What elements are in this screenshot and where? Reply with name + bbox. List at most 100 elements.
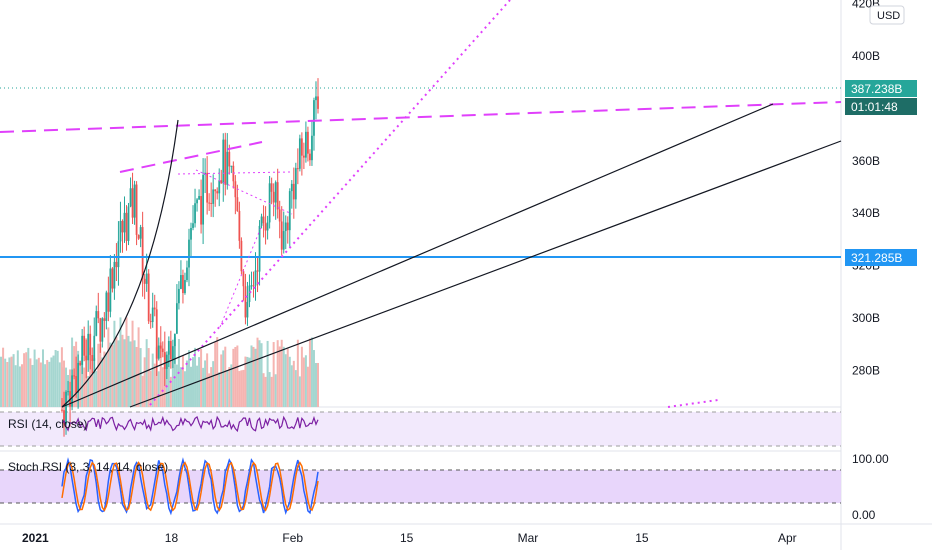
candle-body: [117, 241, 120, 268]
volume-bar: [119, 317, 122, 407]
candle-body: [113, 261, 116, 289]
volume-bar: [0, 356, 2, 407]
volume-bar: [29, 358, 32, 407]
dotted-minor-1: [177, 171, 291, 175]
candle-body: [173, 333, 176, 347]
candle-body: [157, 345, 160, 359]
volume-bar: [153, 363, 156, 407]
candle-body: [81, 335, 84, 365]
volume-bar: [240, 370, 243, 407]
support-price-tag: [845, 249, 917, 266]
volume-bar: [252, 346, 255, 407]
candle-body: [282, 231, 285, 250]
volume-bar: [39, 362, 42, 407]
candle-body: [137, 234, 140, 239]
dotted-minor-3: [219, 224, 263, 328]
candle-body: [159, 345, 162, 349]
volume-bars: [0, 317, 319, 407]
volume-bar: [258, 340, 261, 407]
currency-badge[interactable]: [869, 5, 905, 25]
volume-bar: [159, 342, 162, 407]
volume-bar: [274, 374, 277, 407]
time-tick: 15: [635, 531, 649, 545]
volume-bar: [50, 357, 53, 407]
candle-body: [65, 391, 67, 425]
volume-bar: [175, 364, 178, 407]
volume-bar: [93, 358, 96, 407]
volume-bar: [25, 352, 28, 407]
time-tick: 2021: [22, 531, 49, 545]
volume-bar: [300, 346, 303, 407]
candle-body: [315, 96, 317, 101]
volume-bar: [248, 357, 251, 407]
candle-body: [171, 346, 174, 360]
volume-bar: [129, 341, 132, 407]
candle-body: [286, 222, 289, 231]
volume-bar: [46, 360, 49, 407]
candle-body: [232, 165, 235, 182]
candle-body: [79, 362, 82, 365]
stoch-tick-0: 0.00: [852, 508, 876, 522]
candle-body: [151, 307, 154, 323]
candle-body: [143, 278, 146, 284]
volume-bar: [155, 347, 158, 407]
candle-body: [212, 189, 215, 204]
volume-bar: [65, 367, 68, 407]
volume-bar: [192, 357, 195, 407]
volume-bar: [242, 369, 245, 407]
volume-bar: [238, 371, 241, 407]
volume-bar: [183, 371, 186, 407]
volume-bar: [298, 376, 301, 407]
candle-body: [248, 285, 251, 302]
candle-body: [302, 155, 305, 158]
volume-bar: [14, 365, 17, 407]
trend-line-lower: [129, 140, 842, 408]
candle-body: [101, 318, 104, 342]
candle-body: [276, 182, 279, 210]
candle-body: [300, 138, 303, 156]
volume-bar: [226, 369, 229, 407]
volume-bar: [48, 361, 51, 407]
volume-bar: [179, 367, 182, 407]
candle-body: [234, 181, 237, 198]
volume-bar: [222, 350, 225, 407]
candle-body: [169, 340, 172, 360]
stoch-band: [0, 470, 841, 503]
candle-body: [204, 172, 207, 175]
candle-body: [230, 165, 233, 167]
candle-body: [77, 362, 80, 393]
candle-body: [206, 172, 209, 203]
candle-body: [254, 270, 257, 286]
candles: [61, 78, 319, 437]
volume-bar: [266, 340, 269, 407]
volume-bar: [244, 356, 247, 407]
candle-body: [220, 180, 223, 184]
candle-body: [194, 203, 196, 224]
volume-bar: [220, 354, 223, 407]
volume-bar: [79, 360, 82, 407]
candle-body: [95, 311, 98, 336]
volume-bar: [228, 367, 231, 407]
candle-body: [87, 333, 90, 361]
volume-bar: [290, 365, 293, 407]
volume-bar: [127, 335, 130, 407]
volume-bar: [250, 345, 253, 407]
volume-bar: [123, 339, 126, 407]
volume-bar: [60, 347, 63, 407]
volume-bar: [302, 357, 305, 407]
rsi-band: [0, 412, 841, 446]
candle-body: [85, 355, 88, 361]
volume-bar: [31, 364, 34, 407]
time-tick: 15: [400, 531, 414, 545]
volume-bar: [151, 353, 154, 407]
candle-body: [192, 223, 194, 228]
candle-body: [61, 409, 63, 411]
time-axis: 2021 18 Feb 15 Mar 15 Apr: [22, 531, 797, 545]
volume-bar: [230, 364, 233, 407]
volume-bar: [216, 337, 219, 407]
candle-body: [89, 333, 92, 356]
price-tick: 280B: [852, 363, 880, 377]
volume-bar: [16, 350, 19, 407]
volume-bar: [37, 357, 40, 407]
